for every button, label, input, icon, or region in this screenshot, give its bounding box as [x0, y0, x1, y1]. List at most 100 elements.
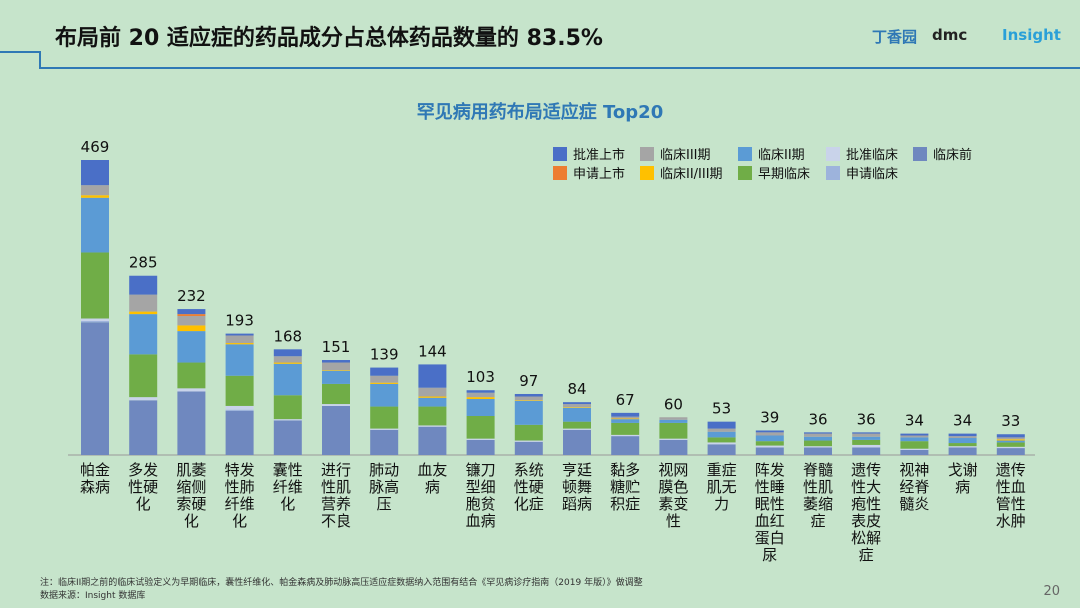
bar-segment [225, 343, 254, 345]
bar-segment [900, 448, 929, 450]
bar-segment [514, 441, 543, 455]
bar-segment [177, 325, 206, 332]
bar-segment [514, 400, 543, 425]
bar-segment [418, 397, 447, 407]
legend-swatch [640, 146, 654, 161]
total-label: 151 [322, 338, 351, 356]
bar-segment [129, 311, 158, 315]
chart-title: 罕见病用药布局适应症 Top20 [416, 102, 664, 123]
bar-segment [129, 397, 158, 401]
bar-segment [225, 410, 254, 455]
bar-segment [129, 275, 158, 295]
legend-item: 临床II期 [738, 144, 805, 163]
bar-segment [322, 383, 350, 405]
total-label: 103 [466, 368, 495, 386]
bar-segment [466, 399, 495, 417]
bar-segment [322, 360, 350, 363]
bar-segment [418, 426, 447, 455]
bar-segment [273, 356, 302, 363]
bar-segment [900, 437, 929, 442]
total-label: 60 [664, 395, 683, 413]
bar-segment [273, 349, 302, 357]
bar-segment [755, 447, 784, 455]
bar-segment [177, 314, 206, 316]
bar-segment [466, 390, 495, 393]
logo: Insight [1002, 26, 1061, 44]
bar-segment [707, 442, 736, 445]
legend-item: 临床前 [913, 144, 972, 163]
bar-segment [804, 432, 832, 434]
x-tick-label: 戈谢病 [947, 461, 978, 496]
total-label: 193 [225, 312, 254, 330]
bar-segment [466, 416, 495, 439]
bar-segment [129, 314, 158, 355]
bar-segment [755, 435, 784, 442]
bar-segment [81, 321, 109, 323]
x-tick-label: 进行性肌营养不良 [320, 461, 351, 530]
x-tick-label: 系统性硬化症 [513, 461, 544, 513]
bar-segment [611, 412, 640, 417]
bar-segment [804, 446, 832, 448]
bar-segment [659, 422, 688, 439]
legend-swatch [913, 146, 927, 161]
footnote: 注：临床II期之前的临床试验定义为早期临床，囊性纤维化、帕金森病及肺动脉高压适应… [40, 578, 643, 588]
bar-segment [418, 364, 447, 388]
bar-segment [129, 354, 158, 398]
legend-swatch [738, 165, 752, 180]
bar-segment [900, 435, 929, 438]
legend-item: 批准临床 [826, 144, 898, 163]
bar-segment [707, 421, 736, 429]
bar-segment [225, 344, 254, 376]
total-label: 39 [760, 408, 779, 426]
legend-item: 临床II/III期 [640, 163, 723, 182]
x-tick-label: 遗传性血管性水肿 [995, 461, 1026, 530]
bar-segment [948, 438, 977, 444]
header-rule [0, 51, 1080, 69]
bar-segment [611, 419, 640, 423]
legend-item: 批准上市 [553, 144, 625, 163]
bar-segment [900, 433, 929, 436]
legend-swatch [826, 146, 840, 161]
bar-segment [466, 392, 495, 398]
bar-segment [81, 318, 109, 322]
bar-segment [900, 441, 929, 449]
bar-segment [273, 419, 302, 421]
bar-segment [273, 420, 302, 455]
bar-segment [370, 383, 399, 407]
bar-segment [900, 449, 929, 455]
bar-segment [948, 433, 977, 437]
bar-segment [996, 440, 1025, 443]
x-tick-label: 遗传性大疱性表皮松解症 [851, 461, 882, 564]
bar-segment [370, 382, 399, 384]
x-tick-label: 视网膜色素变性 [658, 461, 689, 530]
x-tick-label: 视神经脊髓炎 [899, 461, 930, 513]
legend-label: 申请临床 [846, 167, 899, 182]
bar-segment [466, 439, 495, 455]
bar-segment [659, 419, 688, 423]
bar-segment [755, 445, 784, 448]
legend-label: 临床前 [933, 148, 973, 163]
bar-segment [948, 436, 977, 439]
bar-segment [514, 440, 543, 442]
total-label: 36 [857, 410, 876, 428]
bar-segment [418, 425, 447, 427]
bar-segment [418, 406, 447, 426]
legend-label: 临床III期 [660, 148, 711, 163]
bar-segment [852, 444, 881, 448]
bar-segment [611, 416, 640, 419]
x-tick-label: 阵发性睡眠性血红蛋白尿 [754, 461, 785, 564]
bar-segment [177, 388, 206, 392]
bar-segment [273, 395, 302, 420]
x-tick-label: 镰刀型细胞贫血病 [465, 461, 496, 530]
bar-segment [370, 367, 399, 376]
bar-segment [996, 437, 1025, 440]
x-tick-label: 囊性纤维化 [272, 461, 303, 513]
x-tick-label: 肺动脉高压 [369, 461, 400, 513]
bar-segment [370, 429, 399, 455]
legend-swatch [738, 146, 752, 161]
bar-segment [370, 375, 399, 383]
x-tick-label: 亨廷顿舞蹈病 [561, 461, 592, 513]
bar-segment [466, 397, 495, 400]
